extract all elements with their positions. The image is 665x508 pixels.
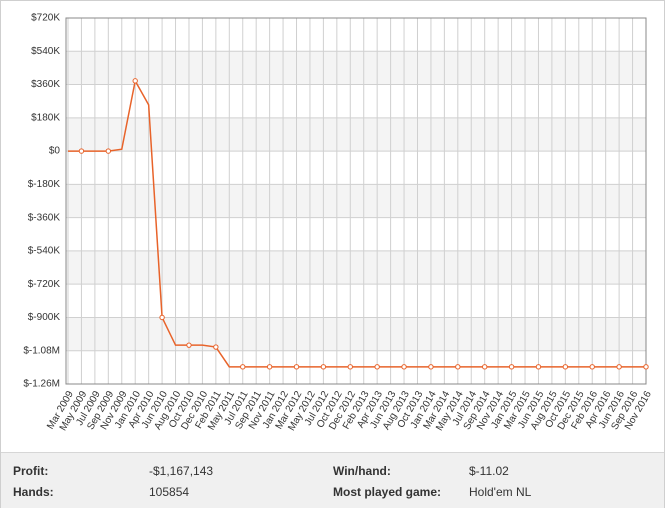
point — [562, 364, 569, 370]
y-tick-label: $-540K — [28, 246, 61, 257]
line — [68, 78, 646, 368]
point — [428, 364, 434, 370]
point — [159, 314, 165, 321]
point — [132, 78, 138, 84]
plot-band — [66, 184, 646, 218]
plot-band — [66, 250, 646, 285]
point — [401, 364, 407, 370]
stat-value: 105854 — [149, 485, 190, 499]
y-tick-label: $-360K — [28, 212, 61, 223]
point — [347, 364, 353, 370]
point — [266, 364, 273, 370]
y-tick-label: $540K — [31, 46, 60, 57]
point — [643, 364, 649, 370]
stat-label: Most played game: — [333, 485, 442, 499]
y-tick-label: $360K — [31, 79, 60, 90]
point — [320, 364, 327, 370]
y-tick-label: $-900K — [28, 312, 61, 323]
point — [508, 364, 515, 370]
plot-border — [65, 17, 647, 385]
stat-value: Hold'em NL — [469, 485, 532, 499]
point — [616, 364, 622, 370]
y-tick-label: $-1.26M — [23, 379, 60, 390]
point — [293, 364, 300, 370]
plot-band — [66, 117, 646, 152]
point — [481, 364, 488, 370]
stat-label: Profit: — [13, 464, 49, 478]
plot-band — [66, 51, 646, 85]
y-tick-label: $0 — [49, 146, 61, 157]
point — [78, 148, 85, 154]
point — [105, 148, 112, 154]
point — [455, 364, 461, 370]
y-tick-label: $-180K — [28, 179, 61, 190]
y-tick-label: $720K — [31, 13, 60, 24]
stat-value: $-11.02 — [469, 464, 509, 478]
stat-label: Win/hand: — [333, 464, 391, 478]
stat-value: -$1,167,143 — [149, 464, 214, 478]
stats-panel: Profit: -$1,167,143 Win/hand: $-11.02 Ha… — [1, 452, 664, 508]
stat-label: Hands: — [13, 485, 54, 499]
plot-band — [66, 317, 646, 351]
point — [374, 364, 380, 370]
point — [535, 364, 542, 370]
y-tick-label: $180K — [31, 112, 60, 123]
y-tick-label: $-1.08M — [23, 345, 60, 356]
point — [213, 344, 219, 350]
y-tick-label: $-720K — [28, 279, 61, 290]
point — [186, 342, 192, 348]
point — [589, 364, 595, 370]
point — [240, 364, 246, 370]
chart: $720K $540K $360K $180K $0 $-180K $-360K $-540K… — [23, 13, 654, 433]
